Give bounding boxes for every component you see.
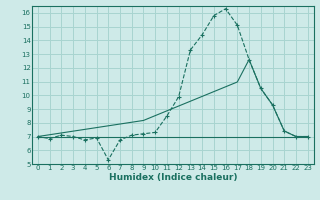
X-axis label: Humidex (Indice chaleur): Humidex (Indice chaleur) bbox=[108, 173, 237, 182]
